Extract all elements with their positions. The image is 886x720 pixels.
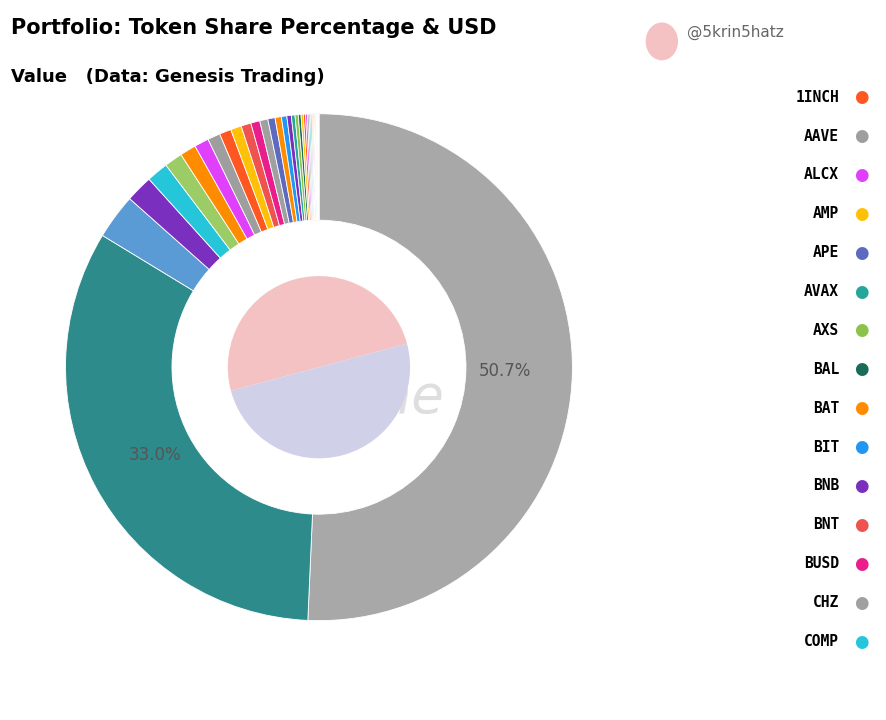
Text: BAT: BAT [812, 401, 839, 415]
Text: ●: ● [854, 282, 868, 301]
Wedge shape [103, 199, 209, 291]
Wedge shape [295, 114, 307, 221]
Text: ●: ● [854, 593, 868, 611]
Text: 33.0%: 33.0% [128, 446, 181, 464]
Wedge shape [149, 165, 230, 258]
Wedge shape [299, 114, 308, 221]
Text: ●: ● [854, 243, 868, 261]
Circle shape [647, 23, 677, 60]
Wedge shape [291, 115, 305, 221]
Text: Portfolio: Token Share Percentage & USD: Portfolio: Token Share Percentage & USD [11, 18, 496, 38]
Text: BAL: BAL [812, 362, 839, 377]
Text: AAVE: AAVE [804, 129, 839, 143]
Wedge shape [275, 117, 297, 222]
Text: ALCX: ALCX [804, 168, 839, 182]
Wedge shape [195, 139, 254, 239]
Text: ●: ● [854, 360, 868, 379]
Wedge shape [241, 123, 279, 228]
Wedge shape [181, 146, 247, 244]
Wedge shape [306, 114, 312, 220]
Wedge shape [314, 114, 316, 220]
Text: ●: ● [854, 633, 868, 651]
Text: ●: ● [854, 554, 868, 573]
Text: ●: ● [854, 477, 868, 495]
Wedge shape [307, 114, 313, 220]
Text: APE: APE [812, 246, 839, 260]
Text: CHZ: CHZ [812, 595, 839, 610]
Text: AXS: AXS [812, 323, 839, 338]
Wedge shape [307, 114, 572, 621]
Text: 1INCH: 1INCH [796, 90, 839, 104]
Wedge shape [230, 126, 274, 230]
Text: ●: ● [854, 322, 868, 340]
Text: ●: ● [854, 399, 868, 418]
Text: BNB: BNB [812, 479, 839, 493]
Wedge shape [309, 114, 314, 220]
Wedge shape [260, 119, 289, 224]
Wedge shape [66, 235, 313, 621]
Text: BIT: BIT [812, 440, 839, 454]
Wedge shape [281, 116, 300, 222]
Wedge shape [287, 115, 303, 221]
Text: ●: ● [854, 127, 868, 145]
Text: COMP: COMP [804, 634, 839, 649]
Wedge shape [315, 114, 317, 220]
Text: ●: ● [854, 438, 868, 456]
Text: @5krin5hatz: @5krin5hatz [687, 24, 783, 40]
Text: ●: ● [854, 166, 868, 184]
Wedge shape [313, 114, 316, 220]
Wedge shape [303, 114, 311, 220]
Wedge shape [312, 114, 315, 220]
Text: BNT: BNT [812, 518, 839, 532]
Wedge shape [251, 121, 284, 225]
Text: 50.7%: 50.7% [479, 362, 532, 380]
Text: ●: ● [854, 516, 868, 534]
Wedge shape [301, 114, 310, 220]
Text: ●: ● [854, 204, 868, 223]
Text: ●: ● [854, 89, 868, 107]
Wedge shape [310, 114, 315, 220]
Text: AMP: AMP [812, 207, 839, 221]
Wedge shape [315, 114, 317, 220]
Wedge shape [231, 343, 410, 459]
Text: BUSD: BUSD [804, 557, 839, 571]
Text: AVAX: AVAX [804, 284, 839, 299]
Wedge shape [166, 155, 239, 250]
Wedge shape [316, 114, 318, 220]
Text: Dune: Dune [305, 372, 445, 423]
Wedge shape [220, 130, 268, 232]
Text: Value   (Data: Genesis Trading): Value (Data: Genesis Trading) [11, 68, 324, 86]
Wedge shape [317, 114, 318, 220]
Wedge shape [129, 179, 221, 269]
Wedge shape [228, 276, 407, 391]
Wedge shape [208, 134, 261, 235]
Wedge shape [268, 117, 293, 223]
